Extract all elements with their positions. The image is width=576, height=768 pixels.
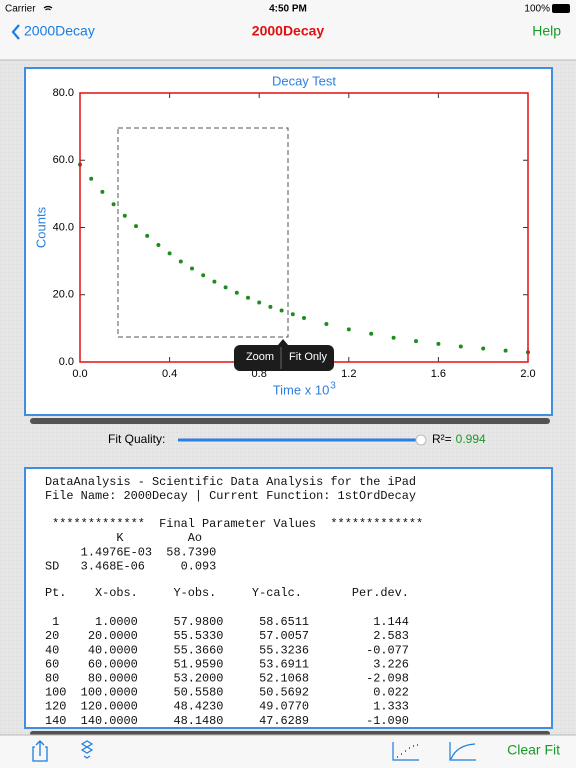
data-point — [391, 335, 396, 340]
report-line: DataAnalysis - Scientific Data Analysis … — [45, 475, 416, 489]
data-point — [89, 176, 94, 181]
report-line: File Name: 2000Decay | Current Function:… — [45, 489, 416, 503]
data-point — [324, 322, 329, 327]
data-point — [302, 315, 306, 320]
data-point — [167, 251, 172, 256]
x-tick-label: 0.0 — [72, 368, 87, 380]
report-line: 1 1.0000 57.9800 58.6511 1.144 — [45, 615, 409, 629]
wifi-icon — [43, 5, 53, 11]
data-point — [268, 304, 273, 309]
nav-background — [0, 0, 576, 60]
battery-icon — [552, 4, 570, 13]
clock: 4:50 PM — [269, 4, 307, 15]
data-point — [279, 308, 284, 313]
report-line: 120 120.0000 48.4230 49.0770 1.333 — [45, 700, 409, 714]
data-point — [458, 344, 463, 349]
r2-label: R²= — [432, 432, 452, 446]
fit-icon[interactable] — [449, 742, 476, 761]
data-point — [134, 224, 138, 229]
chart: Decay Test Counts Time x 10 3 0.0 20.0 40.0 60.… — [33, 73, 535, 397]
scatter-icon-axes[interactable] — [392, 742, 419, 761]
y-tick-label: 40.0 — [53, 221, 74, 233]
share-icon[interactable] — [32, 740, 48, 762]
x-tick-label: 0.4 — [162, 368, 177, 380]
report-line: 140 140.0000 48.1480 47.6289 -1.090 — [45, 714, 409, 728]
chart-title: Decay Test — [272, 73, 336, 88]
report: DataAnalysis - Scientific Data Analysis … — [45, 475, 423, 728]
x-tick-label: 1.2 — [341, 368, 356, 380]
data-point — [100, 189, 105, 194]
report-line: 100 100.0000 50.5580 50.5692 0.022 — [45, 686, 409, 700]
dropbox-icon[interactable] — [80, 740, 94, 759]
data-point — [503, 348, 508, 353]
data-point — [201, 273, 206, 278]
report-line: SD 3.468E-06 0.093 — [45, 559, 216, 573]
data-point — [156, 242, 161, 247]
data-point — [111, 202, 116, 207]
data-point — [369, 331, 374, 336]
data-point — [436, 341, 441, 346]
y-axis-label: Counts — [33, 206, 48, 248]
back-button[interactable]: 2000Decay — [24, 23, 95, 39]
help-button[interactable]: Help — [532, 23, 561, 39]
data-point — [481, 346, 486, 351]
data-point — [212, 279, 217, 284]
panel-shadow — [30, 418, 550, 424]
data-point — [246, 295, 250, 300]
y-tick-label: 0.0 — [59, 356, 74, 368]
data-point — [190, 266, 194, 271]
fit-quality-label: Fit Quality: — [108, 432, 165, 446]
x-tick-label: 2.0 — [520, 368, 535, 380]
data-point — [414, 339, 418, 344]
data-point — [145, 233, 150, 238]
data-point — [257, 300, 262, 305]
back-chevron[interactable] — [11, 24, 20, 40]
report-panel — [24, 467, 553, 729]
carrier: Carrier — [5, 4, 36, 15]
report-line: ************* Final Parameter Values ***… — [45, 517, 423, 531]
data-point — [290, 312, 295, 317]
popover — [234, 339, 334, 371]
x-tick-label: 1.6 — [431, 368, 446, 380]
report-line: 80 80.0000 53.2000 52.1068 -2.098 — [45, 672, 409, 686]
report-line: 1.4976E-03 58.7390 — [45, 545, 216, 559]
slider-thumb[interactable] — [415, 434, 427, 446]
zoom-selection[interactable] — [117, 127, 289, 338]
y-tick-label: 20.0 — [53, 289, 74, 301]
clear-fit-button[interactable]: Clear Fit — [507, 742, 560, 758]
report-line: 40 40.0000 55.3660 55.3236 -0.077 — [45, 643, 409, 657]
data-point — [346, 327, 351, 332]
report-line: 20 20.0000 55.5330 57.0057 2.583 — [45, 629, 409, 643]
battery-label: 100% — [524, 4, 550, 15]
data-point — [223, 285, 228, 290]
zoom-button[interactable]: Zoom — [246, 351, 274, 363]
scatter-icon-dots[interactable] — [397, 744, 418, 758]
y-tick-label: 80.0 — [53, 87, 74, 99]
report-line: Pt. X-obs. Y-obs. Y-calc. Per.dev. — [45, 586, 409, 600]
r2-value: 0.994 — [456, 432, 486, 446]
data-point — [178, 259, 183, 264]
data-point — [234, 290, 239, 295]
x-axis-label-exponent: 3 — [330, 381, 336, 392]
x-axis-label: Time x 10 — [273, 382, 330, 397]
y-tick-label: 60.0 — [53, 154, 74, 166]
data-point — [122, 213, 127, 218]
fit-only-button[interactable]: Fit Only — [289, 351, 327, 363]
report-line: 60 60.0000 51.9590 53.6911 3.226 — [45, 657, 409, 671]
toolbar — [0, 735, 576, 768]
report-line: K Ao — [45, 531, 202, 545]
nav-title: 2000Decay — [252, 23, 325, 39]
